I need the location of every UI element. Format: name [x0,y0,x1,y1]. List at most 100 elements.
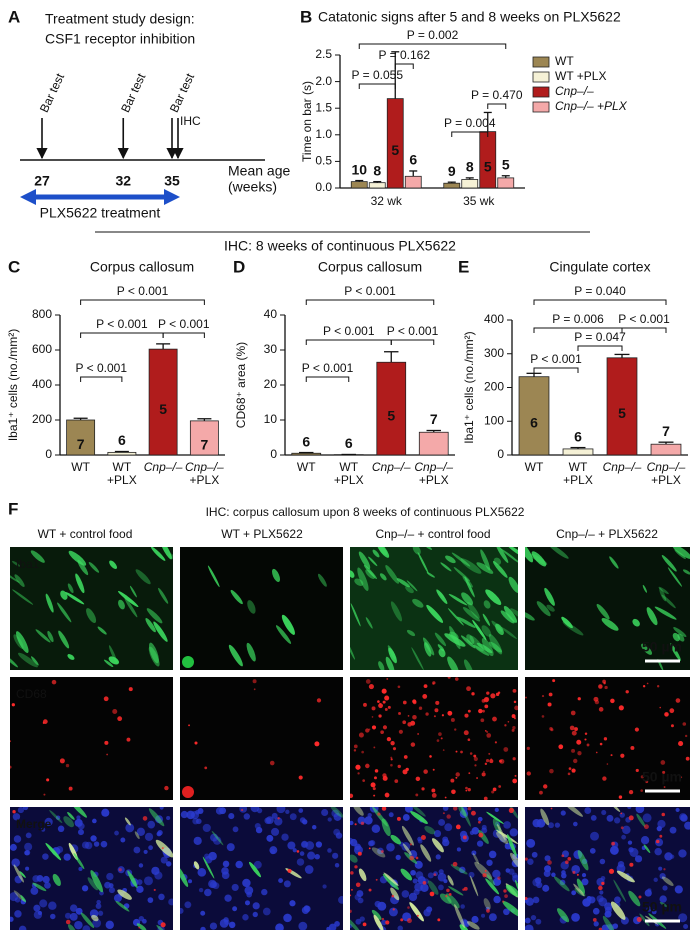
microglia [371,847,386,858]
microglia [330,807,343,818]
cd68-puncta [618,705,624,711]
significance-bracket [162,332,205,338]
nucleus [304,865,314,874]
microglia [502,901,518,918]
nucleus [33,904,41,912]
microglia [483,600,491,609]
cd68-puncta [194,741,198,745]
nucleus [616,864,626,873]
microglia [544,587,555,606]
cd68-puncta [431,793,437,798]
nucleus [619,812,625,818]
nucleus [356,890,364,898]
bar [443,182,461,189]
nucleus [209,922,218,930]
cd68-puncta [571,768,576,773]
microglia [124,597,138,618]
legend-swatch [532,56,550,68]
cd68-puncta [680,776,683,779]
cd68-puncta [381,850,384,853]
n-label: 5 [159,401,167,417]
nucleus [355,918,362,925]
microglia [420,844,432,862]
axis-label: (weeks) [228,179,277,195]
arrow-head [20,189,36,205]
micrograph-content [10,547,173,670]
cd68-puncta [403,755,408,759]
nucleus [147,897,154,903]
age-label: 27 [34,173,50,189]
cd68-puncta [464,713,469,718]
nucleus [408,892,418,902]
microglia [501,627,517,639]
cd68-puncta [603,737,608,741]
nucleus [456,847,461,852]
cd68-puncta [316,698,322,703]
cd68-puncta [381,917,385,921]
column-header: WT + PLX5622 [221,527,303,541]
cd68-puncta [360,821,365,826]
cd68-puncta [106,753,108,756]
cd68-puncta [678,740,684,747]
cd68-puncta [385,920,390,925]
cd68-puncta [142,816,148,821]
nucleus [476,840,484,847]
nucleus [105,920,114,930]
microglia [350,570,355,578]
cd68-puncta [462,888,465,891]
nucleus [589,848,596,854]
cd68-puncta [423,769,428,774]
cd68-puncta [485,759,490,763]
cd68-puncta [298,775,303,780]
row-label: Merge [16,817,52,831]
nucleus [232,826,239,833]
significance-bracket [305,299,435,305]
cd68-puncta [371,725,377,730]
cd68-puncta [486,691,490,695]
nucleus [32,875,40,883]
cd68-puncta [387,705,391,709]
nucleus [460,904,465,909]
cd68-puncta [370,782,376,788]
cd68-puncta [446,814,451,819]
nucleus [242,914,249,921]
y-tick-label: 0 [497,447,504,461]
nucleus [200,926,206,930]
cd68-puncta [483,796,488,800]
microglia [450,864,468,875]
microglia [632,618,640,627]
cd68-puncta [436,739,440,742]
significance-bracket [80,332,164,338]
significance-bracket [487,103,507,109]
microglia [136,923,147,930]
microglia [486,811,504,824]
cd68-puncta [640,775,644,779]
nucleus [158,893,165,901]
cd68-puncta [598,707,604,712]
cd68-puncta [504,724,507,727]
p-value: P = 0.047 [574,330,626,344]
cd68-puncta [625,690,629,694]
cd68-puncta [644,824,649,830]
cd68-puncta [565,860,569,865]
cd68-puncta [541,695,545,698]
nucleus [44,817,53,826]
nucleus [133,846,141,854]
y-tick-label: 0 [45,447,52,461]
nucleus [281,833,289,841]
nucleus [100,840,108,848]
micrograph [10,807,173,930]
cd68-puncta [514,705,518,711]
cd68-puncta [473,754,477,758]
p-value: P = 0.040 [574,284,626,298]
cd68-puncta [599,742,603,746]
cd68-puncta [570,710,576,716]
microglia [661,594,676,609]
cd68-puncta [422,880,427,885]
microglia [350,639,356,660]
microglia [156,925,167,930]
nucleus [136,827,146,837]
microglia [506,834,517,857]
microglia [667,567,683,587]
microglia [45,593,54,613]
